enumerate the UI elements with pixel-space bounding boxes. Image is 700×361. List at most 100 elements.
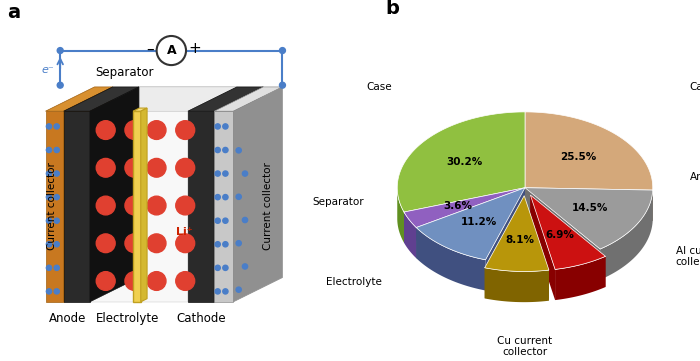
Circle shape [46,147,52,153]
Text: Electrolyte: Electrolyte [326,277,382,287]
Circle shape [46,124,52,129]
Polygon shape [64,87,113,302]
Text: Li⁺: Li⁺ [176,227,192,237]
Polygon shape [64,111,90,302]
Circle shape [54,195,60,200]
Circle shape [46,218,52,223]
Circle shape [176,196,195,215]
Polygon shape [188,111,214,302]
Circle shape [125,196,144,215]
Polygon shape [416,188,525,258]
Polygon shape [46,111,64,302]
Circle shape [279,48,286,53]
Polygon shape [416,188,525,260]
Circle shape [54,171,60,176]
Circle shape [215,171,220,176]
Circle shape [46,289,52,294]
Polygon shape [188,87,237,302]
Circle shape [223,124,228,129]
Circle shape [54,242,60,247]
Circle shape [147,196,166,215]
Text: Separator: Separator [95,66,153,79]
Polygon shape [233,87,282,302]
Circle shape [223,147,228,153]
Circle shape [125,271,144,290]
Polygon shape [46,87,113,111]
Circle shape [242,264,248,269]
Polygon shape [90,111,188,302]
Polygon shape [404,188,525,243]
Polygon shape [398,112,525,212]
Circle shape [223,265,228,270]
Circle shape [215,265,220,270]
Text: Current collector: Current collector [263,162,274,251]
Text: 8.1%: 8.1% [505,235,534,244]
Circle shape [242,217,248,223]
Circle shape [215,195,220,200]
Circle shape [57,48,63,53]
Circle shape [125,121,144,139]
Circle shape [176,234,195,253]
Circle shape [223,171,228,176]
Circle shape [236,241,241,246]
Circle shape [46,265,52,270]
Polygon shape [531,195,606,287]
Circle shape [57,82,63,88]
Circle shape [236,287,241,292]
Circle shape [176,271,195,290]
Polygon shape [133,111,141,302]
Circle shape [97,121,116,139]
Circle shape [97,196,116,215]
Circle shape [54,265,60,270]
Polygon shape [531,195,606,269]
Polygon shape [531,195,555,300]
Text: b: b [385,0,399,18]
Text: Anode: Anode [49,312,86,325]
Circle shape [176,158,195,177]
Circle shape [223,289,228,294]
Polygon shape [486,188,525,291]
Circle shape [157,36,186,65]
Circle shape [97,271,116,290]
Text: A: A [167,44,176,57]
Polygon shape [90,87,237,111]
Text: +: + [189,41,202,56]
Text: Current collector: Current collector [47,162,57,251]
Circle shape [223,242,228,247]
Polygon shape [484,268,549,302]
Circle shape [54,218,60,223]
Circle shape [46,242,52,247]
Text: e⁻: e⁻ [41,65,54,75]
Circle shape [147,271,166,290]
Text: Cu current
collector: Cu current collector [498,336,552,357]
Polygon shape [214,87,282,111]
Polygon shape [214,111,233,302]
Polygon shape [600,190,652,280]
Polygon shape [525,188,652,221]
Polygon shape [404,188,525,243]
Text: 11.2%: 11.2% [461,217,497,227]
Circle shape [147,158,166,177]
Polygon shape [524,196,549,301]
Circle shape [147,234,166,253]
Circle shape [97,234,116,253]
Circle shape [236,194,241,199]
Polygon shape [214,87,263,302]
Circle shape [125,158,144,177]
Polygon shape [404,212,416,258]
Text: –: – [146,41,154,56]
Polygon shape [525,188,600,280]
Circle shape [46,171,52,176]
Text: a: a [7,3,20,22]
Polygon shape [133,108,147,111]
Text: Separator: Separator [312,197,364,207]
Polygon shape [188,87,263,111]
Polygon shape [90,87,237,111]
Text: 6.9%: 6.9% [545,230,575,240]
Circle shape [279,82,286,88]
Circle shape [236,148,241,153]
Text: Cathode: Cathode [690,82,700,92]
Text: 30.2%: 30.2% [447,157,483,167]
Polygon shape [484,196,524,299]
Polygon shape [416,188,525,258]
